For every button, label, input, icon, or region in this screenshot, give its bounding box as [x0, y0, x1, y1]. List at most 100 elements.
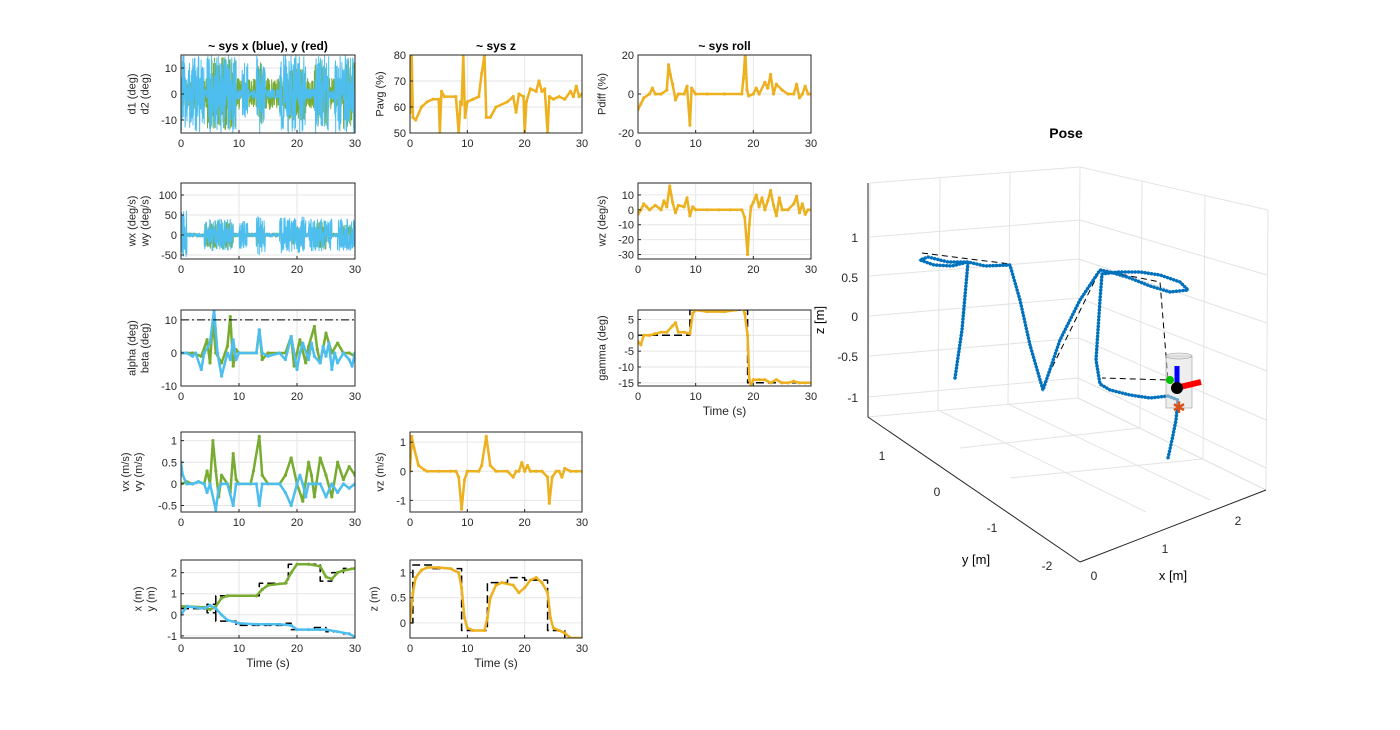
data-point: [540, 89, 544, 93]
data-point: [220, 482, 224, 486]
data-point: [774, 378, 779, 382]
data-point: [547, 95, 551, 99]
data-point: [647, 333, 652, 337]
y-tick-label: 0.5: [162, 457, 177, 469]
data-point: [292, 364, 296, 368]
data-point: [688, 214, 692, 218]
data-point: [225, 344, 229, 348]
data-point: [425, 565, 429, 570]
data-point: [318, 456, 322, 460]
data-point: [794, 82, 799, 86]
data-point: [414, 118, 418, 122]
data-point: [647, 208, 652, 212]
y-tick-label: -15: [618, 378, 634, 390]
y-axis-label: alpha (deg): [126, 320, 138, 376]
pose-ztick-1: 1: [851, 231, 858, 245]
pose-ytick--1: -1: [987, 521, 998, 535]
data-point: [797, 381, 802, 385]
y-tick-label: 0.5: [391, 593, 406, 605]
x-tick-label: 0: [178, 643, 184, 655]
subplot-gamma: 0 10 20 30 -15 -10 -5 0 5 Time (s) gamma (deg): [596, 309, 817, 418]
data-point: [199, 354, 203, 358]
data-point: [312, 324, 316, 329]
data-point: [208, 361, 212, 365]
data-point: [336, 361, 340, 365]
data-point: [330, 482, 334, 486]
y-tick-label: 60: [394, 102, 406, 114]
axes-box: [180, 559, 356, 639]
data-point: [685, 196, 689, 200]
x-tick-label: 0: [407, 138, 413, 150]
data-point: [185, 604, 189, 608]
x-tick-label: 0: [407, 517, 413, 529]
data-point: [327, 341, 331, 345]
series-markers: [638, 63, 811, 127]
data-point: [671, 324, 675, 328]
data-point: [457, 570, 461, 575]
data-point: [485, 616, 489, 620]
y-tick-label: 1: [171, 436, 177, 448]
data-point: [484, 115, 488, 119]
data-point: [295, 482, 299, 486]
data-point: [307, 344, 311, 348]
data-point: [307, 357, 311, 362]
data-point: [289, 503, 293, 508]
y-tick-label: 1: [400, 437, 406, 449]
data-point: [745, 333, 750, 337]
data-point: [220, 473, 224, 477]
data-point: [465, 469, 469, 473]
data-point: [653, 332, 657, 336]
data-point: [514, 469, 518, 473]
data-point: [225, 351, 229, 355]
data-point: [540, 469, 544, 473]
x-tick-label: 20: [291, 138, 303, 150]
data-point: [254, 622, 258, 626]
data-point: [202, 606, 206, 611]
data-point: [548, 616, 553, 620]
data-point: [460, 586, 464, 590]
y-tick-label: 0: [628, 205, 634, 217]
x-tick-label: 20: [291, 264, 303, 276]
data-point: [786, 92, 790, 96]
data-point: [763, 80, 767, 84]
data-point: [431, 97, 435, 101]
x-axis-label: Time (s): [474, 656, 518, 670]
axes-box: [180, 309, 356, 387]
data-point: [771, 92, 776, 96]
series-line: [181, 435, 355, 503]
data-point: [803, 84, 807, 88]
data-point: [205, 338, 209, 342]
data-point: [295, 367, 299, 372]
data-point: [260, 357, 264, 362]
data-point: [471, 97, 475, 101]
data-point: [546, 475, 550, 479]
data-point: [505, 100, 510, 104]
data-point: [528, 469, 533, 473]
y-tick-label: 0: [171, 479, 177, 491]
data-point: [524, 100, 528, 104]
data-point: [208, 341, 212, 345]
data-point: [283, 473, 287, 477]
x-tick-label: 30: [576, 643, 588, 655]
pose-xtick-1: 1: [1162, 542, 1169, 556]
data-point: [208, 603, 212, 607]
data-point: [301, 482, 305, 486]
data-point: [525, 463, 530, 468]
data-point: [563, 466, 567, 470]
data-point: [278, 482, 282, 486]
data-point: [324, 575, 328, 579]
data-point: [411, 591, 415, 595]
y-tick-label: -30: [618, 250, 634, 262]
data-point: [307, 482, 311, 486]
y-tick-label: 2: [171, 568, 177, 580]
data-point: [289, 456, 293, 460]
data-point: [417, 463, 421, 468]
data-point: [298, 473, 302, 477]
data-point: [771, 203, 776, 207]
data-point: [307, 627, 311, 632]
axes-box: [637, 309, 812, 387]
data-point: [260, 482, 264, 486]
data-point: [557, 469, 561, 473]
data-point: [307, 460, 311, 464]
